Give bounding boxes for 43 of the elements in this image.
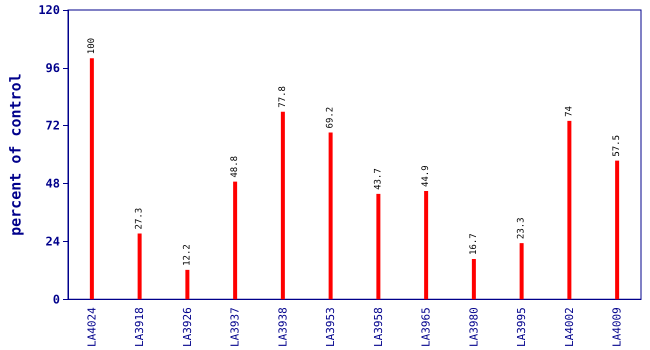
x-tick-label: LA3953 xyxy=(324,307,338,348)
bar xyxy=(280,112,285,300)
data-label: 74 xyxy=(564,106,574,117)
data-label: 100 xyxy=(86,38,97,54)
y-tick-label: 24 xyxy=(46,234,60,248)
bar xyxy=(615,160,620,300)
data-label: 12.2 xyxy=(182,244,192,266)
y-axis-title: percent of control xyxy=(6,73,24,236)
y-tick-label: 120 xyxy=(38,3,60,17)
x-tick-label: LA3980 xyxy=(467,307,480,348)
bar xyxy=(424,191,428,300)
y-tick-label: 96 xyxy=(46,60,60,75)
data-label: 69.2 xyxy=(326,106,336,128)
data-label: 48.8 xyxy=(230,156,240,178)
y-tick-label: 48 xyxy=(46,176,60,191)
bar xyxy=(233,182,238,300)
data-label: 27.3 xyxy=(134,208,145,230)
x-tick-label: LA3918 xyxy=(133,307,146,348)
bar xyxy=(376,194,380,300)
data-label: 77.8 xyxy=(278,86,288,108)
data-label: 57.5 xyxy=(612,134,622,157)
bar xyxy=(185,270,190,300)
bar xyxy=(520,243,524,300)
bar xyxy=(90,58,94,300)
x-tick-label: LA3926 xyxy=(180,307,194,348)
x-tick-label: LA4024 xyxy=(85,306,98,348)
bar xyxy=(567,120,572,300)
data-label: 16.7 xyxy=(468,233,479,256)
y-tick-label: 0 xyxy=(52,292,60,306)
y-tick-label: 72 xyxy=(46,118,60,133)
x-tick-label: LA3938 xyxy=(276,307,290,348)
bar xyxy=(138,233,142,300)
x-tick-label: LA3937 xyxy=(228,307,242,348)
data-label: 44.9 xyxy=(421,165,432,188)
data-label: 43.7 xyxy=(373,168,384,190)
x-tick-label: LA4009 xyxy=(610,307,624,348)
x-tick-label: LA3958 xyxy=(372,307,385,348)
x-tick-label: LA4002 xyxy=(562,307,576,348)
bar xyxy=(472,259,476,300)
data-label: 23.3 xyxy=(516,217,527,240)
x-tick-label: LA3965 xyxy=(420,307,433,348)
bar xyxy=(328,132,333,300)
x-tick-label: LA3995 xyxy=(515,307,528,348)
